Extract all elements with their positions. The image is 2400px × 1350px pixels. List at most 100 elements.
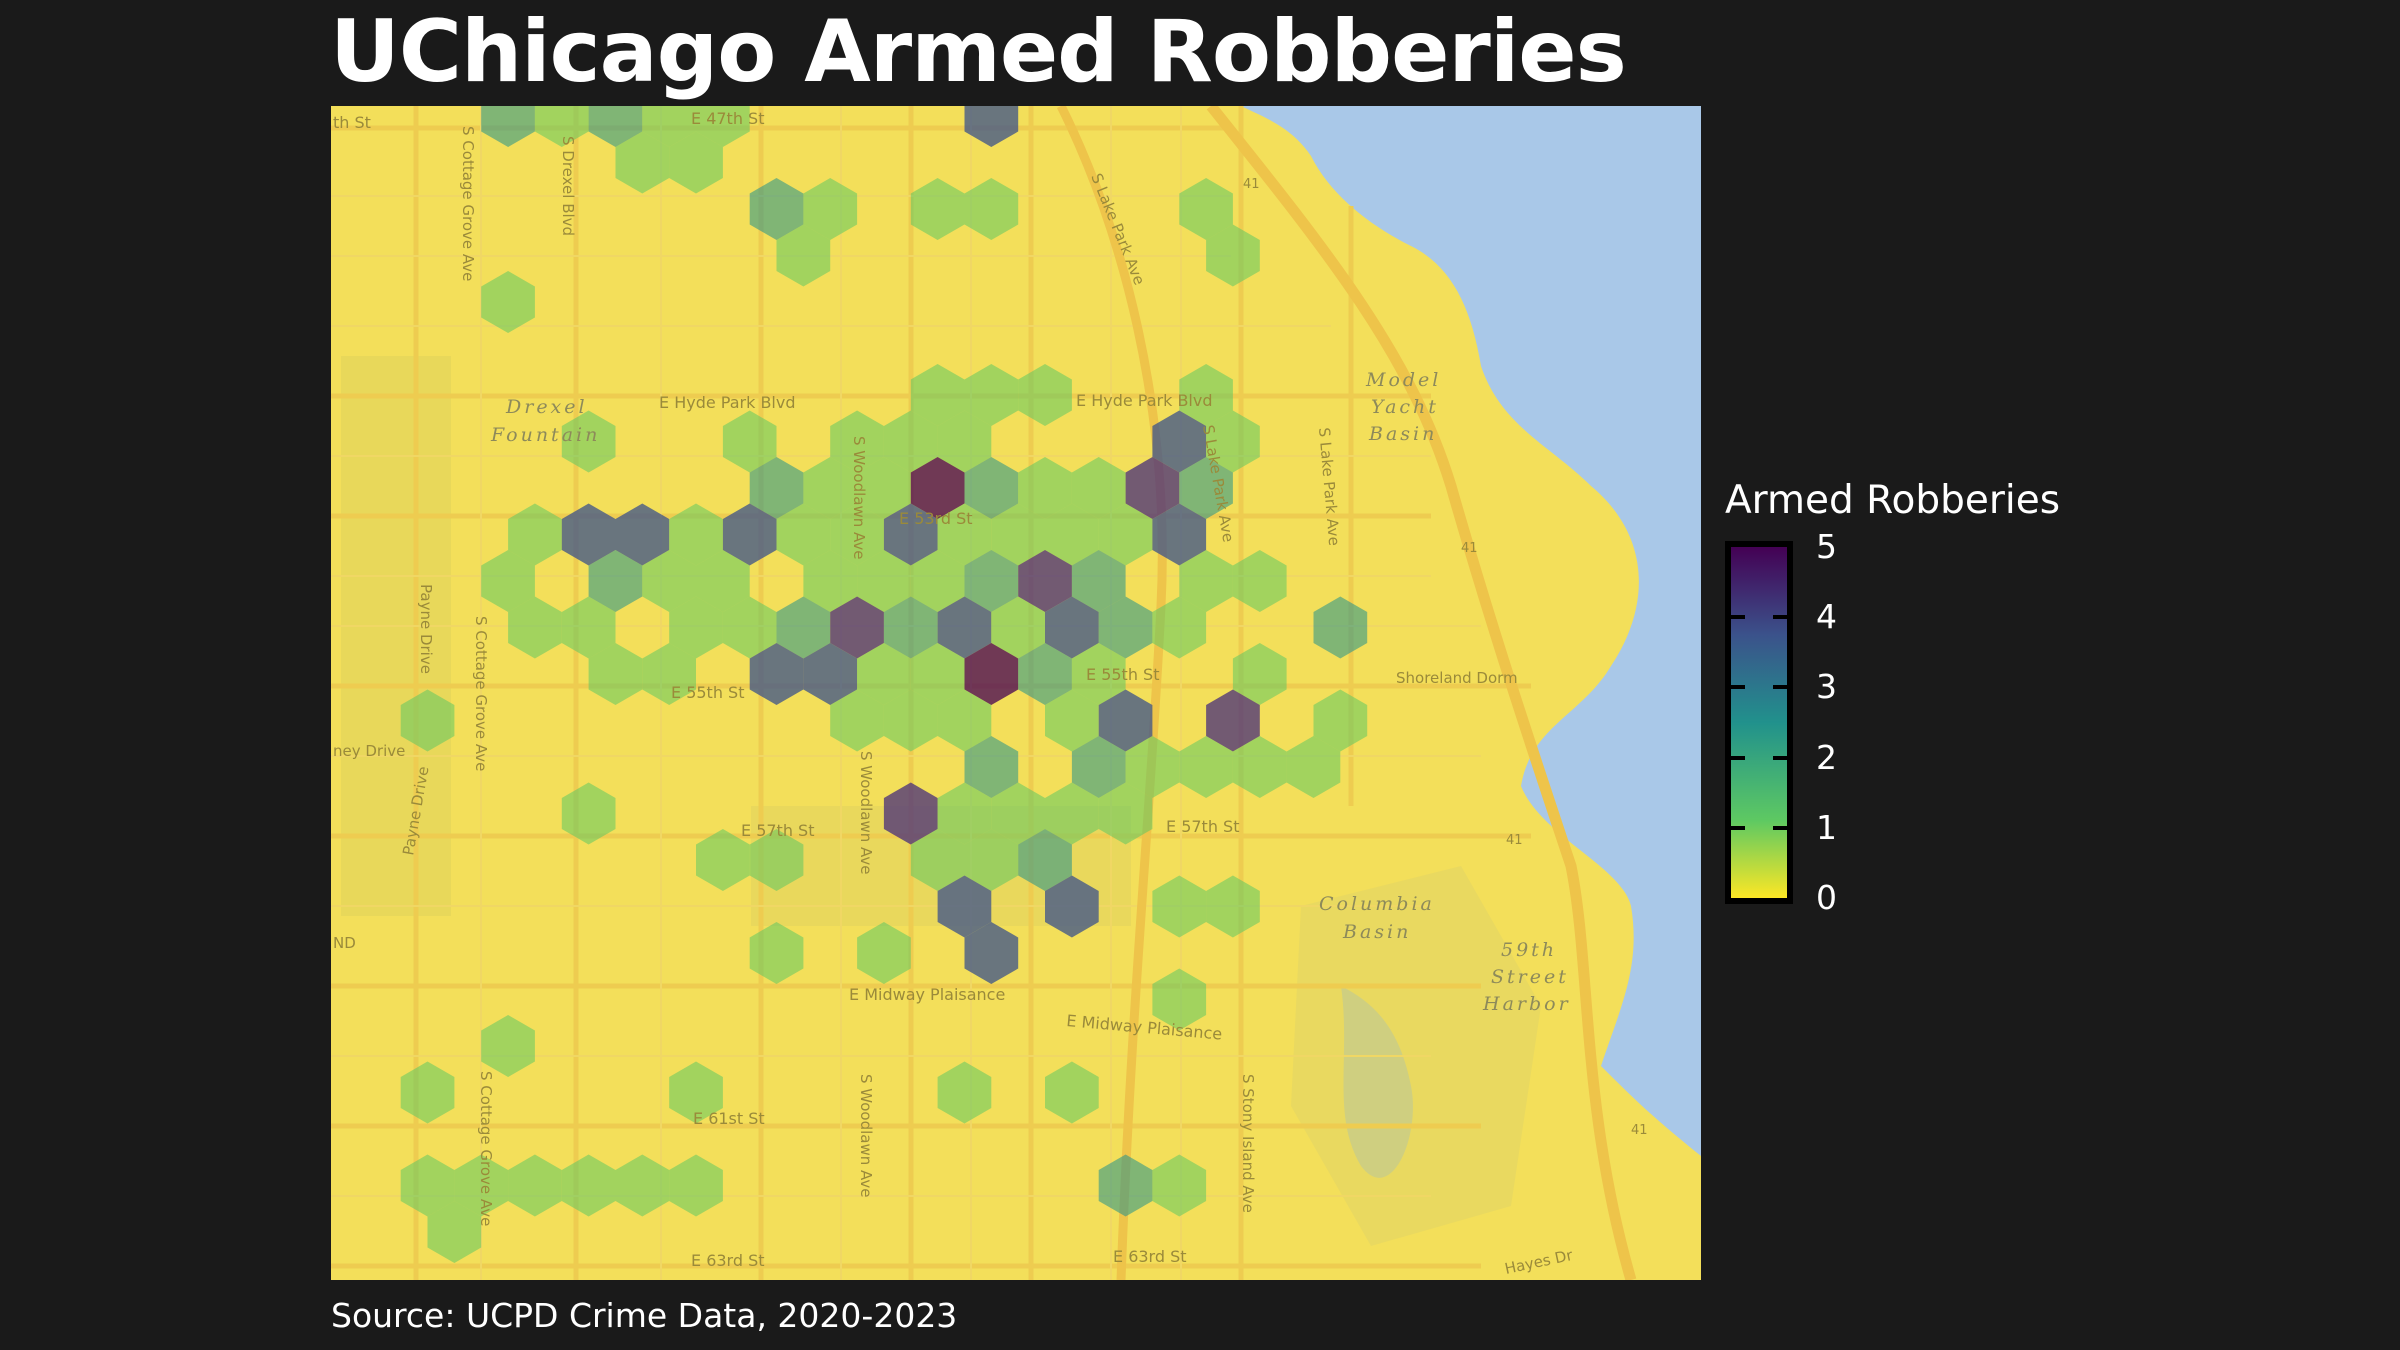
hex-cell <box>883 689 938 752</box>
label-cottage-grove-low: S Cottage Grove Ave <box>477 1071 495 1226</box>
label-e61st: E 61st St <box>693 1109 765 1128</box>
hex-cell <box>964 364 1019 426</box>
hex-cell <box>1071 643 1126 705</box>
hex-cell <box>1045 875 1099 938</box>
hex-cell <box>508 596 562 659</box>
hex-cell <box>669 1061 723 1124</box>
label-model-yacht-1: Model <box>1365 369 1441 391</box>
legend-tick-label: 3 <box>1816 667 1837 707</box>
hex-cell <box>669 131 723 194</box>
hex-cell <box>776 224 831 287</box>
hex-cell <box>588 643 643 705</box>
hex-cell <box>642 643 696 705</box>
hex-cell <box>964 922 1019 984</box>
label-shoreland: Shoreland Dorm <box>1396 669 1518 687</box>
legend-tick-label: 5 <box>1816 527 1837 566</box>
map-canvas[interactable]: E 47th St th St S Drexel Blvd S Cottage … <box>331 106 1701 1280</box>
hex-cell <box>1286 736 1341 798</box>
hex-cell <box>508 503 562 566</box>
hex-cell <box>1018 364 1072 426</box>
hex-cell <box>561 1154 616 1217</box>
label-model-yacht-3: Basin <box>1368 423 1437 445</box>
label-cottage-grove-top: S Cottage Grove Ave <box>459 126 477 281</box>
hex-cell <box>481 106 535 147</box>
hex-cell <box>642 550 696 612</box>
hex-cell <box>964 178 1019 240</box>
label-stony-island: S Stony Island Ave <box>1239 1074 1257 1213</box>
hex-cell <box>937 596 992 659</box>
hex-cell <box>910 643 965 705</box>
hex-cell <box>1206 224 1260 287</box>
hex-cell <box>1152 596 1207 659</box>
hex-cell <box>857 457 911 519</box>
hex-cell <box>1018 457 1072 519</box>
hex-cell <box>615 1154 670 1217</box>
hex-cell <box>1071 457 1126 519</box>
hex-cell <box>1179 736 1233 798</box>
hex-cell <box>1179 364 1233 426</box>
map-panel[interactable]: E 47th St th St S Drexel Blvd S Cottage … <box>331 106 1701 1280</box>
hex-cell <box>1206 875 1260 938</box>
hex-cell <box>1045 503 1099 566</box>
hex-cell <box>937 875 992 938</box>
hex-cell <box>830 503 884 566</box>
hex-cell <box>400 1061 455 1124</box>
hex-cell <box>937 503 992 566</box>
hex-cell <box>561 596 616 659</box>
hex-cell <box>937 689 992 752</box>
label-model-yacht-2: Yacht <box>1371 396 1439 418</box>
label-columbia-1: Columbia <box>1319 893 1435 915</box>
hex-cell <box>749 643 804 705</box>
hex-cell <box>803 550 858 612</box>
hex-cell <box>991 782 1045 845</box>
hex-cell <box>964 829 1019 891</box>
hex-cell <box>883 596 938 659</box>
hex-cell <box>561 503 616 566</box>
label-drexel-blvd: S Drexel Blvd <box>559 136 577 236</box>
hex-cell <box>1232 643 1287 705</box>
label-e55th-e: E 55th St <box>1086 665 1159 684</box>
hex-cell <box>830 689 884 752</box>
legend-tick-mark <box>1731 685 1745 690</box>
hex-cell <box>776 503 831 566</box>
label-payne-drive: Payne Drive <box>417 584 435 674</box>
legend-tick-mark <box>1731 825 1745 830</box>
hex-cell <box>534 106 589 147</box>
hex-cell <box>1045 782 1099 845</box>
hex-cell <box>910 550 965 612</box>
hex-cell <box>1206 689 1260 752</box>
legend-tick-mark <box>1773 685 1787 690</box>
hex-cell <box>883 782 938 845</box>
hex-cell <box>857 922 911 984</box>
hex-cell <box>722 596 777 659</box>
hex-cell <box>561 782 616 845</box>
hex-cell <box>669 503 723 566</box>
legend-tick-mark <box>1773 615 1787 620</box>
hex-cell <box>910 178 965 240</box>
legend-tick-mark <box>1731 615 1745 620</box>
chart-title: UChicago Armed Robberies <box>330 2 1627 102</box>
hex-cell <box>481 271 535 333</box>
hex-cell <box>1152 410 1207 473</box>
legend-tick-label: 2 <box>1816 737 1837 777</box>
hex-cell <box>1018 643 1072 705</box>
label-e47th: E 47th St <box>691 109 764 128</box>
hex-cell <box>937 1061 992 1124</box>
hex-cell <box>481 550 535 612</box>
label-harbor-2: Street <box>1491 966 1569 988</box>
hex-cell <box>1071 550 1126 612</box>
label-e53rd: E 53rd St <box>899 509 973 528</box>
label-e57th-w: E 57th St <box>741 821 814 840</box>
legend-tick-label: 1 <box>1816 807 1837 847</box>
hex-cell <box>427 1201 482 1263</box>
hex-cell <box>1152 968 1207 1031</box>
hex-cell <box>722 410 777 473</box>
hex-cell <box>964 550 1019 612</box>
legend-tick-label: 4 <box>1816 597 1837 637</box>
hex-cell <box>991 503 1045 566</box>
hex-cell <box>722 503 777 566</box>
hex-cell <box>910 364 965 426</box>
label-hyde-park-blvd-e: E Hyde Park Blvd <box>1076 391 1213 410</box>
hex-cell <box>857 550 911 612</box>
hex-cell <box>910 829 965 891</box>
